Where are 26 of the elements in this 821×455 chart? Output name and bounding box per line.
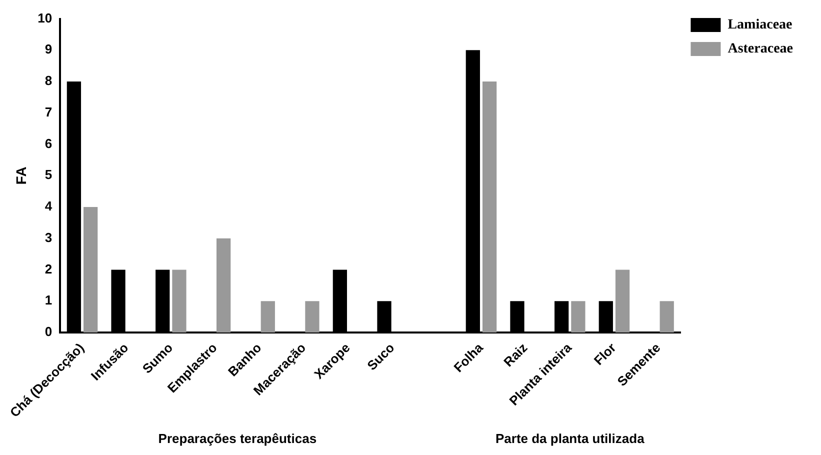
bar	[216, 238, 231, 332]
bar	[615, 270, 630, 332]
y-tick-label: 3	[44, 230, 52, 245]
y-tick-label: 4	[44, 198, 53, 214]
y-tick-label: 2	[44, 261, 52, 276]
y-tick-label: 6	[44, 136, 52, 151]
y-axis-title: FA	[13, 166, 30, 185]
bar	[84, 207, 98, 332]
y-tick-label: 5	[44, 167, 52, 182]
legend-label: Lamiaceae	[728, 18, 792, 33]
x-tick-label: Flor	[590, 340, 619, 368]
bar	[260, 301, 275, 332]
y-tick-label: 9	[44, 42, 52, 57]
y-tick-label: 0	[44, 324, 52, 340]
bar	[482, 82, 497, 332]
text: Preparações terapêuticas	[158, 431, 317, 446]
bar	[305, 301, 320, 332]
y-tick-label: 7	[44, 104, 52, 120]
y-tick-label: 1	[44, 292, 52, 308]
y-tick-label: 8	[44, 73, 52, 88]
legend-label: Asteraceae	[728, 42, 794, 57]
text: Parte da planta utilizada	[495, 431, 646, 446]
bar	[660, 301, 674, 332]
bar	[571, 301, 586, 332]
y-tick-label: 10	[38, 10, 52, 26]
bar	[172, 270, 186, 332]
